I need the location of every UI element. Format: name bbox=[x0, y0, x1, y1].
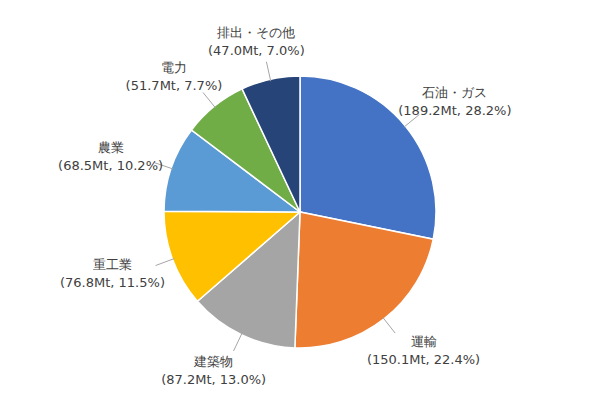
data-label: (76.8Mt, 11.5%) bbox=[60, 275, 165, 290]
slice-label: 運輸 bbox=[411, 334, 437, 349]
data-label: (150.1Mt, 22.4%) bbox=[367, 352, 480, 367]
leader-line bbox=[156, 259, 175, 266]
leader-line bbox=[234, 333, 243, 351]
data-label: (87.2Mt, 13.0%) bbox=[161, 372, 266, 387]
data-label: (47.0Mt, 7.0%) bbox=[208, 43, 305, 58]
chart-container: 石油・ガス (189.2Mt, 28.2%) 運輸 (150.1Mt, 22.4%) 建… bbox=[0, 0, 598, 397]
leader-line bbox=[383, 317, 395, 333]
pie-slice bbox=[295, 212, 433, 348]
pie-slice bbox=[300, 76, 436, 239]
slice-label: 石油・ガス bbox=[422, 85, 487, 100]
pie-group bbox=[164, 76, 436, 348]
data-label: (68.5Mt, 10.2%) bbox=[58, 158, 163, 173]
slice-label: 電力 bbox=[161, 60, 187, 75]
slice-label: 農業 bbox=[98, 140, 124, 155]
pie-slice bbox=[242, 76, 300, 212]
data-label: (51.7Mt, 7.7%) bbox=[126, 78, 223, 93]
slice-label: 建築物 bbox=[193, 354, 233, 369]
slice-label: 排出・その他 bbox=[217, 25, 295, 40]
slice-label: 重工業 bbox=[93, 257, 132, 272]
leader-line bbox=[266, 62, 270, 82]
data-label: (189.2Mt, 28.2%) bbox=[398, 103, 511, 118]
pie-slice bbox=[164, 211, 300, 301]
chart-svg: 石油・ガス (189.2Mt, 28.2%) 運輸 (150.1Mt, 22.4%) 建… bbox=[0, 0, 598, 397]
leader-line bbox=[203, 92, 216, 108]
labels: 石油・ガス (189.2Mt, 28.2%) 運輸 (150.1Mt, 22.4%) 建… bbox=[58, 25, 511, 387]
